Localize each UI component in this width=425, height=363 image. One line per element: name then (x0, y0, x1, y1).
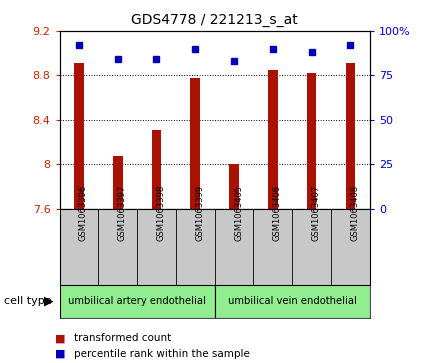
Text: ■: ■ (55, 333, 66, 343)
Bar (152, 130, 162, 209)
Text: umbilical vein endothelial: umbilical vein endothelial (228, 296, 357, 306)
Bar (307, 73, 317, 209)
Text: GSM1063397: GSM1063397 (118, 184, 127, 241)
Text: GSM1063408: GSM1063408 (350, 184, 360, 241)
Title: GDS4778 / 221213_s_at: GDS4778 / 221213_s_at (131, 13, 298, 27)
Bar (190, 78, 200, 209)
Text: GSM1063407: GSM1063407 (312, 184, 320, 241)
Text: transformed count: transformed count (74, 333, 172, 343)
Text: cell type: cell type (4, 296, 52, 306)
Bar (268, 70, 278, 209)
Bar (229, 164, 239, 209)
Text: GSM1063398: GSM1063398 (156, 184, 165, 241)
Text: GSM1063396: GSM1063396 (79, 184, 88, 241)
Bar (113, 156, 122, 209)
Text: umbilical artery endothelial: umbilical artery endothelial (68, 296, 206, 306)
Text: ■: ■ (55, 349, 66, 359)
Bar (60, 285, 215, 318)
Bar (215, 285, 370, 318)
Text: ▶: ▶ (44, 295, 54, 308)
Bar (346, 63, 355, 209)
Text: GSM1063399: GSM1063399 (195, 184, 204, 241)
Text: percentile rank within the sample: percentile rank within the sample (74, 349, 250, 359)
Bar (74, 63, 84, 209)
Text: GSM1063405: GSM1063405 (234, 184, 243, 241)
Text: GSM1063406: GSM1063406 (273, 184, 282, 241)
